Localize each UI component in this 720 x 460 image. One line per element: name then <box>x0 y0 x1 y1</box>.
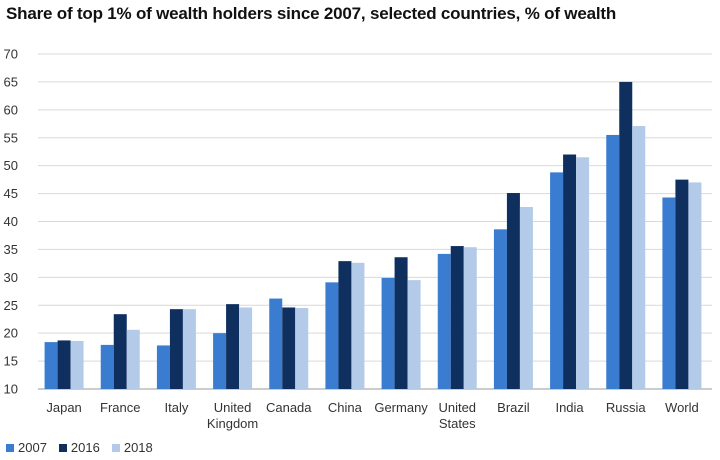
bars <box>44 81 702 390</box>
x-category-label: Canada <box>266 400 312 415</box>
y-axis-ticks: 10 15 20 25 30 35 40 45 50 55 60 65 70 <box>4 47 18 397</box>
x-category-label: China <box>328 400 363 415</box>
y-tick-label: 25 <box>4 298 18 313</box>
x-category-label-line: United <box>214 400 252 415</box>
legend-swatch <box>111 443 120 452</box>
y-tick-label: 40 <box>4 214 18 229</box>
x-category-label: Japan <box>46 400 81 415</box>
x-category-label: United Kingdom <box>207 400 258 431</box>
x-category-label-line: China <box>328 400 363 415</box>
bar-2016 <box>675 179 689 389</box>
bar-2016 <box>563 154 577 389</box>
bar-2018 <box>351 262 365 389</box>
legend-label: 2016 <box>70 440 100 455</box>
bar-2016 <box>506 193 520 389</box>
legend-item-2007: 2007 <box>6 440 47 455</box>
y-tick-label: 65 <box>4 74 18 89</box>
bar-2007 <box>269 298 283 389</box>
y-tick-label: 45 <box>4 186 18 201</box>
bar-2016 <box>169 309 183 389</box>
x-category-label: United States <box>438 400 476 431</box>
bar-2018 <box>576 157 590 389</box>
bar-2016 <box>226 304 240 389</box>
bar-2018 <box>295 308 309 389</box>
x-category-label: France <box>100 400 140 415</box>
y-tick-label: 35 <box>4 242 18 257</box>
bar-2018 <box>463 247 477 389</box>
bar-2007 <box>493 229 507 389</box>
bar-2018 <box>70 340 84 389</box>
bar-2016 <box>57 340 71 389</box>
chart-title: Share of top 1% of wealth holders since … <box>6 4 616 23</box>
x-category-label-line: United <box>438 400 476 415</box>
x-category-label-line: Russia <box>606 400 647 415</box>
bar-2018 <box>182 309 196 389</box>
x-category-label-line: Kingdom <box>207 416 258 431</box>
bar-2007 <box>156 345 170 389</box>
legend-swatch <box>58 443 67 452</box>
bar-2018 <box>126 329 140 389</box>
legend: 2007 2016 2018 <box>6 440 153 455</box>
x-category-label-line: Brazil <box>497 400 530 415</box>
x-category-label: Russia <box>606 400 647 415</box>
bar-2007 <box>44 342 58 389</box>
bar-2016 <box>338 261 352 389</box>
legend-item-2018: 2018 <box>111 440 153 455</box>
y-tick-label: 60 <box>4 102 18 117</box>
y-tick-label: 20 <box>4 326 18 341</box>
bar-2007 <box>100 344 114 389</box>
bar-2007 <box>325 282 339 389</box>
x-category-label-line: Canada <box>266 400 312 415</box>
bar-2007 <box>606 134 620 389</box>
y-tick-label: 10 <box>4 382 18 397</box>
y-tick-label: 70 <box>4 47 18 62</box>
y-tick-label: 30 <box>4 270 18 285</box>
x-category-label-line: Germany <box>374 400 428 415</box>
x-category-label-line: India <box>555 400 584 415</box>
bar-2018 <box>688 182 702 389</box>
bar-2018 <box>239 307 253 389</box>
x-category-label: Italy <box>164 400 188 415</box>
y-tick-label: 50 <box>4 158 18 173</box>
y-tick-label: 15 <box>4 354 18 369</box>
bar-2007 <box>437 253 451 389</box>
x-category-label: Germany <box>374 400 428 415</box>
x-category-label-line: States <box>439 416 476 431</box>
x-category-label: World <box>665 400 699 415</box>
bar-2007 <box>662 197 676 389</box>
bar-2018 <box>407 280 421 389</box>
bar-2007 <box>381 277 395 389</box>
bar-2018 <box>519 206 533 389</box>
x-category-label-line: France <box>100 400 140 415</box>
x-category-label-line: Italy <box>164 400 188 415</box>
legend-label: 2007 <box>18 440 47 455</box>
bar-2016 <box>394 257 408 389</box>
y-tick-label: 55 <box>4 130 18 145</box>
bar-2016 <box>113 314 127 389</box>
bar-2007 <box>213 333 227 389</box>
x-category-label-line: World <box>665 400 699 415</box>
bar-2016 <box>450 246 464 389</box>
bar-2016 <box>619 81 633 390</box>
x-category-label: Brazil <box>497 400 530 415</box>
x-category-label: India <box>555 400 584 415</box>
legend-label: 2018 <box>123 440 153 455</box>
x-category-label-line: Japan <box>46 400 81 415</box>
bar-2018 <box>632 126 646 390</box>
legend-swatch <box>6 443 14 452</box>
legend-item-2016: 2016 <box>58 440 100 455</box>
gridlines <box>38 53 712 390</box>
bar-2016 <box>282 307 296 389</box>
bar-2007 <box>550 172 564 389</box>
